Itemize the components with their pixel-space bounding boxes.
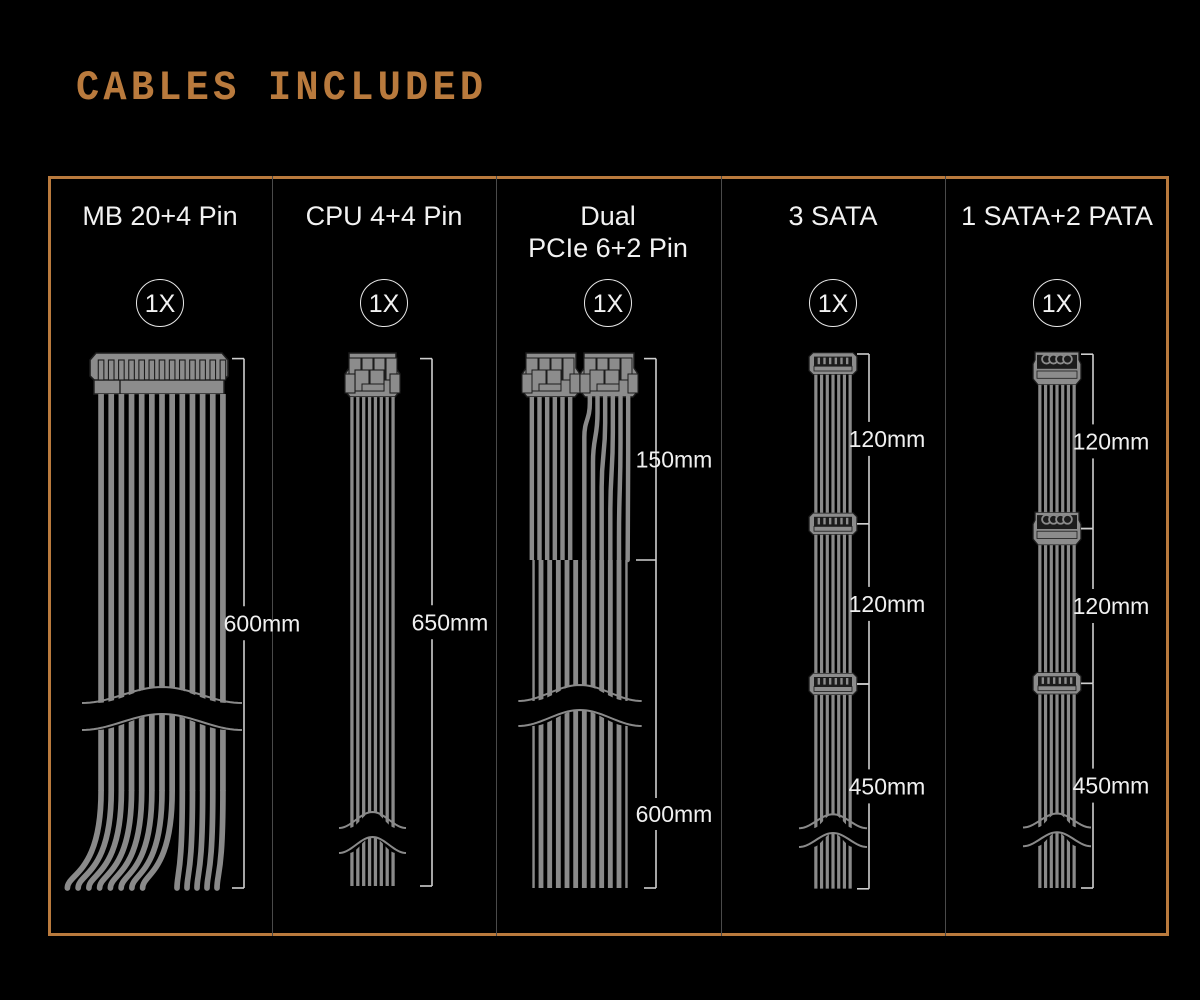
svg-text:120mm: 120mm [849,591,926,617]
svg-text:650mm: 650mm [412,609,489,635]
svg-text:120mm: 120mm [1073,428,1150,454]
svg-text:600mm: 600mm [636,801,713,827]
svg-text:150mm: 150mm [636,446,713,472]
svg-text:450mm: 450mm [1073,773,1150,799]
svg-text:120mm: 120mm [1073,593,1150,619]
svg-text:120mm: 120mm [849,426,926,452]
svg-text:450mm: 450mm [849,773,926,799]
svg-text:600mm: 600mm [224,610,301,636]
